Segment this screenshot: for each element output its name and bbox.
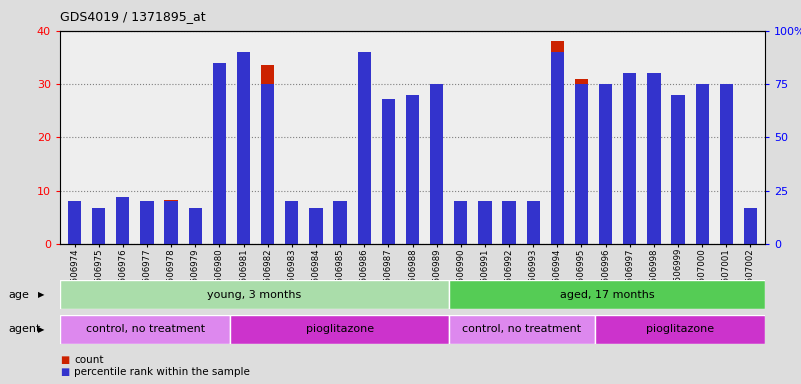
Text: control, no treatment: control, no treatment xyxy=(462,324,582,334)
Bar xyxy=(671,208,685,244)
Bar xyxy=(333,207,347,244)
Bar xyxy=(478,201,492,244)
Text: control, no treatment: control, no treatment xyxy=(86,324,205,334)
Bar xyxy=(719,84,733,244)
Bar xyxy=(140,201,154,244)
Bar xyxy=(309,220,323,244)
Bar xyxy=(430,100,443,244)
Bar xyxy=(449,315,595,344)
Bar xyxy=(695,185,709,244)
Bar xyxy=(230,315,449,344)
Text: age: age xyxy=(8,290,29,300)
Bar xyxy=(449,280,765,309)
Bar xyxy=(68,201,81,244)
Bar xyxy=(502,225,516,244)
Bar xyxy=(744,208,757,244)
Bar xyxy=(599,167,612,244)
Bar xyxy=(116,197,130,244)
Bar xyxy=(623,73,637,244)
Bar xyxy=(623,73,637,244)
Bar xyxy=(237,55,250,244)
Bar xyxy=(406,105,419,244)
Bar xyxy=(60,315,230,344)
Bar xyxy=(406,94,419,244)
Bar xyxy=(454,237,468,244)
Bar xyxy=(92,208,106,244)
Text: ▶: ▶ xyxy=(38,325,45,334)
Bar xyxy=(285,212,299,244)
Bar xyxy=(261,65,274,244)
Bar xyxy=(695,84,709,244)
Bar xyxy=(285,201,299,244)
Bar xyxy=(164,201,178,244)
Bar xyxy=(551,41,564,244)
Text: agent: agent xyxy=(8,324,40,334)
Bar xyxy=(647,73,661,244)
Text: ▶: ▶ xyxy=(38,290,45,299)
Bar xyxy=(502,201,516,244)
Bar xyxy=(719,103,733,244)
Bar xyxy=(333,201,347,244)
Bar xyxy=(357,52,371,244)
Bar xyxy=(213,63,226,244)
Bar xyxy=(595,315,765,344)
Text: ■: ■ xyxy=(60,367,70,377)
Bar xyxy=(116,207,130,244)
Text: aged, 17 months: aged, 17 months xyxy=(560,290,654,300)
Bar xyxy=(526,205,540,244)
Bar xyxy=(382,208,395,244)
Bar xyxy=(671,94,685,244)
Bar xyxy=(357,60,371,244)
Bar xyxy=(526,201,540,244)
Bar xyxy=(261,84,274,244)
Text: young, 3 months: young, 3 months xyxy=(207,290,302,300)
Text: count: count xyxy=(74,355,104,365)
Bar xyxy=(454,201,468,244)
Bar xyxy=(213,68,226,244)
Bar xyxy=(382,99,395,244)
Bar xyxy=(60,280,449,309)
Bar xyxy=(599,84,612,244)
Bar xyxy=(92,216,106,244)
Bar xyxy=(744,238,757,244)
Text: pioglitazone: pioglitazone xyxy=(646,324,714,334)
Text: GDS4019 / 1371895_at: GDS4019 / 1371895_at xyxy=(60,10,206,23)
Bar xyxy=(164,200,178,244)
Bar xyxy=(68,204,81,244)
Bar xyxy=(188,218,202,244)
Bar xyxy=(430,84,443,244)
Bar xyxy=(478,216,492,244)
Bar xyxy=(551,52,564,244)
Bar xyxy=(237,52,250,244)
Bar xyxy=(188,208,202,244)
Bar xyxy=(140,208,154,244)
Bar xyxy=(647,87,661,244)
Bar xyxy=(575,79,588,244)
Text: pioglitazone: pioglitazone xyxy=(305,324,373,334)
Text: ■: ■ xyxy=(60,355,70,365)
Text: percentile rank within the sample: percentile rank within the sample xyxy=(74,367,251,377)
Bar xyxy=(309,208,323,244)
Bar xyxy=(575,84,588,244)
